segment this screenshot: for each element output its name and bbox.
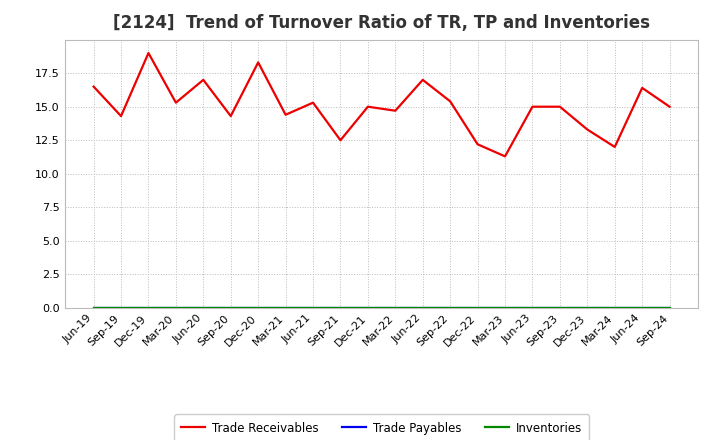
- Trade Payables: [528, 305, 537, 311]
- Trade Payables: [364, 305, 372, 311]
- Inventories: [418, 305, 427, 311]
- Inventories: [583, 305, 592, 311]
- Trade Receivables: [473, 142, 482, 147]
- Inventories: [309, 305, 318, 311]
- Trade Receivables: [446, 99, 454, 104]
- Inventories: [391, 305, 400, 311]
- Trade Payables: [391, 305, 400, 311]
- Inventories: [500, 305, 509, 311]
- Inventories: [171, 305, 180, 311]
- Inventories: [117, 305, 125, 311]
- Trade Receivables: [364, 104, 372, 109]
- Title: [2124]  Trend of Turnover Ratio of TR, TP and Inventories: [2124] Trend of Turnover Ratio of TR, TP…: [113, 15, 650, 33]
- Trade Receivables: [500, 154, 509, 159]
- Trade Receivables: [309, 100, 318, 105]
- Trade Receivables: [336, 138, 345, 143]
- Inventories: [446, 305, 454, 311]
- Inventories: [254, 305, 263, 311]
- Trade Payables: [89, 305, 98, 311]
- Trade Payables: [199, 305, 207, 311]
- Inventories: [611, 305, 619, 311]
- Inventories: [556, 305, 564, 311]
- Trade Receivables: [418, 77, 427, 82]
- Inventories: [226, 305, 235, 311]
- Inventories: [89, 305, 98, 311]
- Line: Trade Receivables: Trade Receivables: [94, 53, 670, 156]
- Trade Receivables: [528, 104, 537, 109]
- Trade Payables: [254, 305, 263, 311]
- Trade Payables: [473, 305, 482, 311]
- Trade Receivables: [199, 77, 207, 82]
- Trade Receivables: [611, 144, 619, 150]
- Trade Payables: [500, 305, 509, 311]
- Inventories: [528, 305, 537, 311]
- Trade Payables: [282, 305, 290, 311]
- Trade Receivables: [171, 100, 180, 105]
- Trade Payables: [556, 305, 564, 311]
- Inventories: [638, 305, 647, 311]
- Inventories: [473, 305, 482, 311]
- Trade Payables: [144, 305, 153, 311]
- Trade Payables: [226, 305, 235, 311]
- Legend: Trade Receivables, Trade Payables, Inventories: Trade Receivables, Trade Payables, Inven…: [174, 414, 589, 440]
- Trade Receivables: [89, 84, 98, 89]
- Trade Payables: [418, 305, 427, 311]
- Trade Payables: [583, 305, 592, 311]
- Trade Receivables: [144, 50, 153, 55]
- Trade Receivables: [583, 127, 592, 132]
- Inventories: [199, 305, 207, 311]
- Inventories: [336, 305, 345, 311]
- Trade Receivables: [665, 104, 674, 109]
- Trade Payables: [665, 305, 674, 311]
- Inventories: [364, 305, 372, 311]
- Inventories: [144, 305, 153, 311]
- Trade Payables: [638, 305, 647, 311]
- Trade Payables: [309, 305, 318, 311]
- Trade Receivables: [391, 108, 400, 114]
- Trade Receivables: [226, 114, 235, 119]
- Inventories: [665, 305, 674, 311]
- Trade Receivables: [282, 112, 290, 117]
- Trade Receivables: [638, 85, 647, 91]
- Trade Receivables: [117, 114, 125, 119]
- Inventories: [282, 305, 290, 311]
- Trade Payables: [336, 305, 345, 311]
- Trade Receivables: [556, 104, 564, 109]
- Trade Receivables: [254, 60, 263, 65]
- Trade Payables: [117, 305, 125, 311]
- Trade Payables: [611, 305, 619, 311]
- Trade Payables: [446, 305, 454, 311]
- Trade Payables: [171, 305, 180, 311]
